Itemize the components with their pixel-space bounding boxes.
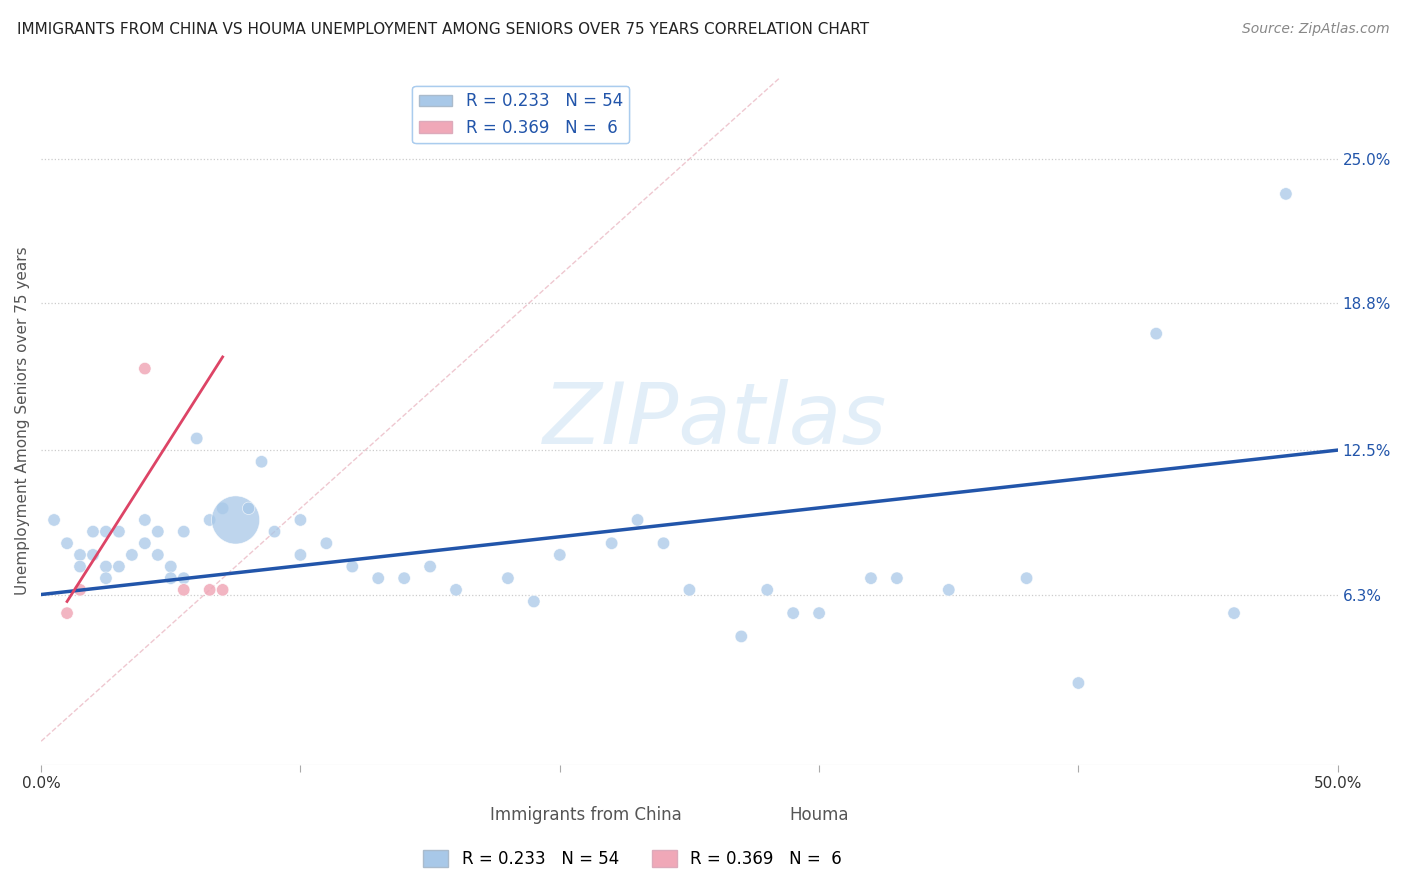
Point [69, 582, 91, 597]
Point [159, 571, 181, 585]
Text: Source: ZipAtlas.com: Source: ZipAtlas.com [1241, 22, 1389, 37]
Point [523, 594, 546, 608]
Point [69, 548, 91, 562]
Point [134, 361, 156, 376]
Point [108, 524, 131, 539]
Point [263, 524, 285, 539]
Point [859, 571, 882, 585]
Text: IMMIGRANTS FROM CHINA VS HOUMA UNEMPLOYMENT AMONG SENIORS OVER 75 YEARS CORRELAT: IMMIGRANTS FROM CHINA VS HOUMA UNEMPLOYM… [17, 22, 869, 37]
Point [392, 571, 415, 585]
Point [173, 571, 195, 585]
Point [198, 513, 221, 527]
Point [146, 524, 169, 539]
Point [652, 536, 675, 550]
Point [211, 501, 233, 516]
Text: Immigrants from China: Immigrants from China [489, 805, 682, 823]
Point [315, 536, 337, 550]
Point [756, 582, 779, 597]
Point [94, 571, 117, 585]
Point [250, 455, 273, 469]
Point [548, 548, 571, 562]
Legend: R = 0.233   N = 54, R = 0.369   N =  6: R = 0.233 N = 54, R = 0.369 N = 6 [412, 86, 630, 144]
Point [496, 571, 519, 585]
Point [42, 513, 65, 527]
Point [211, 582, 233, 597]
Point [808, 606, 831, 620]
Point [1223, 606, 1246, 620]
Point [82, 524, 104, 539]
Point [1275, 186, 1298, 201]
Point [69, 559, 91, 574]
Point [238, 501, 260, 516]
Text: Houma: Houma [789, 805, 849, 823]
Point [678, 582, 700, 597]
Point [134, 536, 156, 550]
Point [198, 582, 221, 597]
Point [134, 513, 156, 527]
Point [886, 571, 908, 585]
Point [159, 559, 181, 574]
Point [342, 559, 364, 574]
Point [600, 536, 623, 550]
Point [225, 513, 247, 527]
Point [290, 513, 312, 527]
Point [173, 524, 195, 539]
Point [1067, 676, 1090, 690]
Point [444, 582, 467, 597]
Point [146, 548, 169, 562]
Point [419, 559, 441, 574]
Point [56, 606, 79, 620]
Point [367, 571, 389, 585]
Point [186, 432, 208, 446]
Point [56, 536, 79, 550]
Point [938, 582, 960, 597]
Point [290, 548, 312, 562]
Point [108, 559, 131, 574]
Point [82, 548, 104, 562]
Text: ZIPatlas: ZIPatlas [543, 379, 887, 462]
Point [730, 629, 752, 643]
Point [94, 559, 117, 574]
Point [94, 524, 117, 539]
Point [626, 513, 648, 527]
Point [782, 606, 804, 620]
Legend: R = 0.233   N = 54, R = 0.369   N =  6: R = 0.233 N = 54, R = 0.369 N = 6 [416, 843, 849, 875]
Point [121, 548, 143, 562]
Point [173, 582, 195, 597]
Y-axis label: Unemployment Among Seniors over 75 years: Unemployment Among Seniors over 75 years [15, 247, 30, 595]
Point [1144, 326, 1167, 341]
Point [1015, 571, 1038, 585]
